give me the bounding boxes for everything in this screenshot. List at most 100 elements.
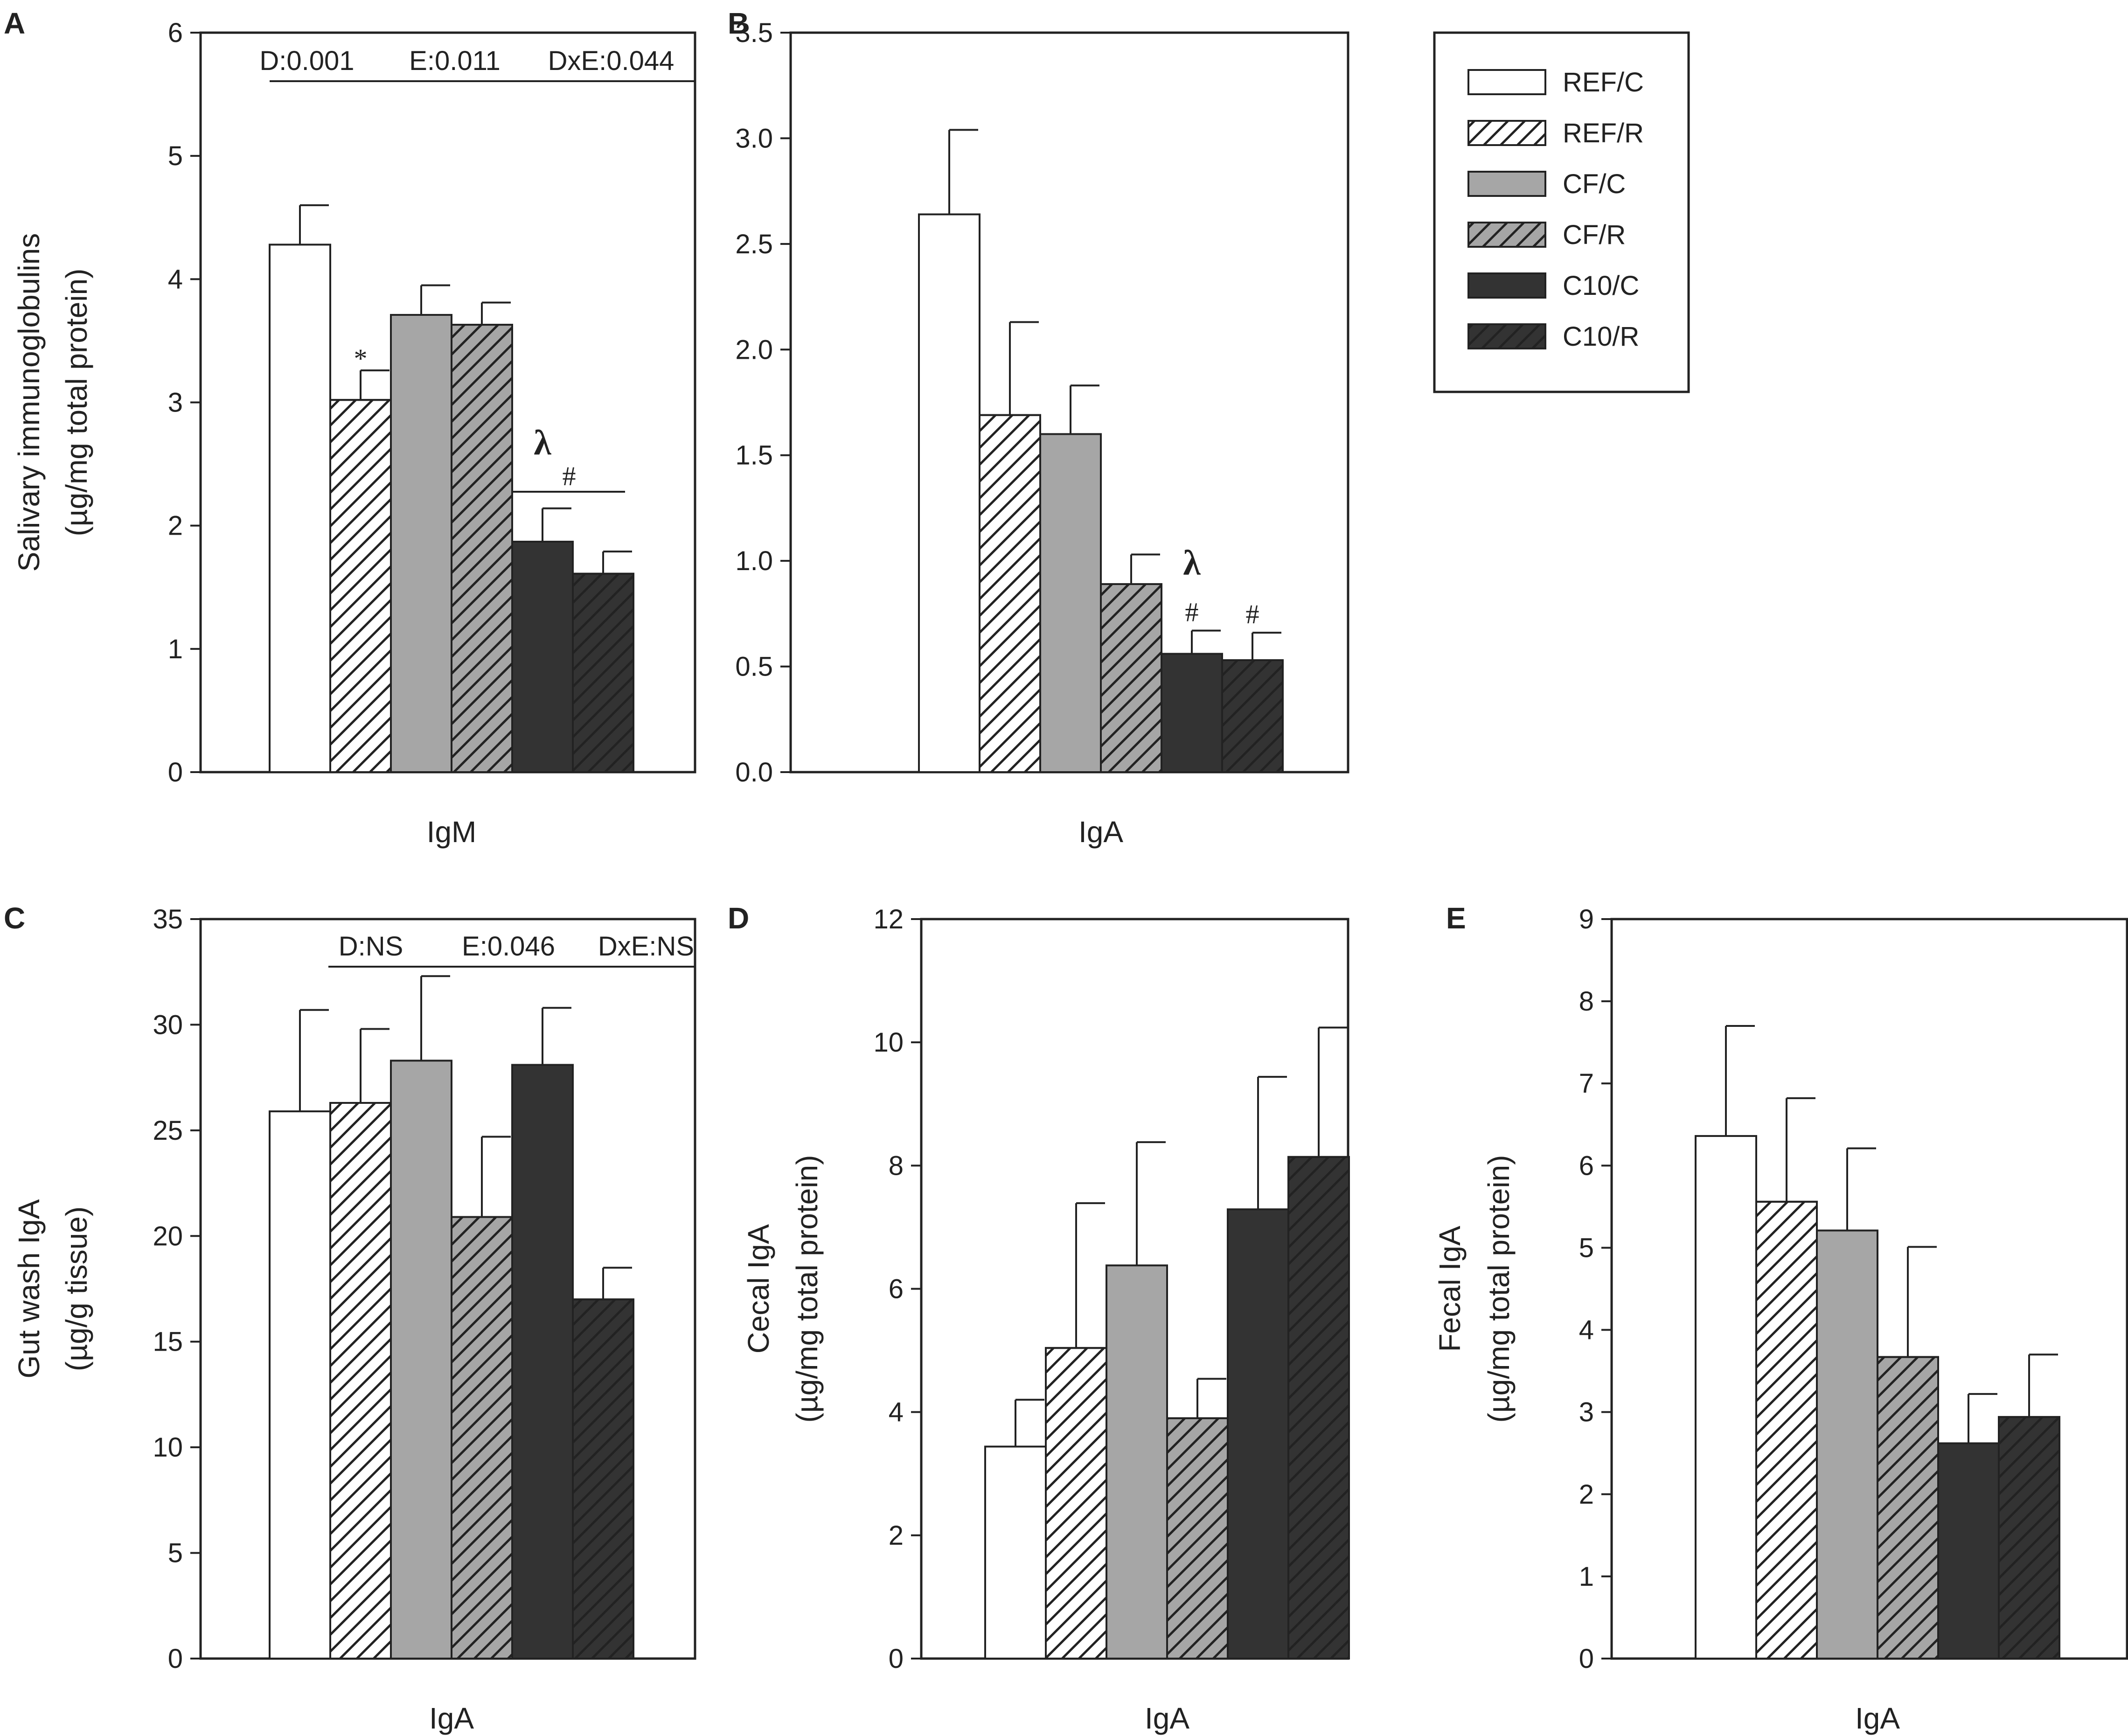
x-category-label-c: IgA xyxy=(429,1701,474,1735)
y-axis-title-a-2: (µg/mg total protein) xyxy=(60,269,93,537)
bar-hatch-c-1 xyxy=(329,1102,392,1659)
x-category-label-b: IgA xyxy=(1078,815,1123,849)
legend-label-ref-c: REF/C xyxy=(1563,67,1644,98)
y-tick-label-e-1: 1 xyxy=(1579,1562,1594,1592)
legend-swatch-c10-c xyxy=(1467,272,1546,299)
bar-hatch-e-1 xyxy=(1755,1200,1818,1660)
panel-letter-d: D xyxy=(728,901,749,935)
bar-hatch-b-3 xyxy=(1100,583,1162,773)
bar-e-cf-c xyxy=(1816,1229,1878,1660)
y-tick-label-d-3: 6 xyxy=(889,1274,904,1304)
x-category-label-a: IgM xyxy=(427,815,477,849)
y-tick-label-c-1: 5 xyxy=(168,1538,183,1569)
panel-letter-b: B xyxy=(728,7,749,40)
y-tick-label-c-7: 35 xyxy=(153,904,183,934)
bar-b-c10-c xyxy=(1161,653,1223,774)
y-tick-label-b-2: 1.0 xyxy=(735,546,773,576)
y-tick-label-d-6: 12 xyxy=(873,904,904,934)
bar-a-c10-c xyxy=(511,541,574,773)
bar-hatch-b-5 xyxy=(1221,659,1284,773)
sig-mark-a-2: # xyxy=(563,461,576,491)
y-axis-title-e-1: Fecal IgA xyxy=(1433,1226,1467,1352)
panel-e-chart: 0 1 2 3 4 5 6 7 8 9 IgA Fecal IgA (µg/mg total prote… xyxy=(1433,904,2128,1735)
y-tick-label-b-7: 3.5 xyxy=(735,18,773,48)
y-tick-label-c-5: 25 xyxy=(153,1116,183,1146)
panel-letter-e: E xyxy=(1446,901,1466,935)
bar-hatch-c-5 xyxy=(572,1298,634,1659)
y-axis-title-e-2: (µg/mg total protein) xyxy=(1482,1155,1516,1423)
bar-hatch-c-3 xyxy=(451,1216,513,1659)
panel-c-chart: 0 5 10 15 20 25 30 35 IgA Gut wash IgA (µg/g tissu… xyxy=(12,904,696,1735)
legend-swatch-cf-c xyxy=(1467,171,1546,197)
y-tick-label-b-0: 0.0 xyxy=(735,757,773,788)
y-tick-label-b-6: 3.0 xyxy=(735,123,773,153)
y-tick-label-e-6: 6 xyxy=(1579,1150,1594,1181)
y-tick-label-d-5: 10 xyxy=(873,1027,904,1058)
bar-hatch-e-3 xyxy=(1877,1356,1939,1659)
y-tick-label-e-4: 4 xyxy=(1579,1315,1594,1346)
legend-swatch-ref-r-hatch xyxy=(1467,120,1546,146)
stats-label-c-2: DxE:NS xyxy=(598,931,694,962)
sig-mark-a-1: λ xyxy=(534,423,551,462)
y-tick-label-e-0: 0 xyxy=(1579,1644,1594,1674)
y-tick-label-e-3: 3 xyxy=(1579,1397,1594,1428)
stats-label-a-2: DxE:0.044 xyxy=(548,46,675,76)
y-tick-label-a-2: 2 xyxy=(168,511,183,541)
sig-mark-b-2: # xyxy=(1246,599,1259,629)
y-tick-label-b-1: 0.5 xyxy=(735,652,773,682)
bar-c-cf-c xyxy=(390,1060,452,1659)
legend: REF/C REF/R CF/C CF/R C10/C C10/R xyxy=(1433,31,1690,393)
y-axis-title-d-2: (µg/mg total protein) xyxy=(790,1155,824,1423)
x-category-label-e: IgA xyxy=(1855,1701,1900,1735)
y-tick-label-d-0: 0 xyxy=(889,1644,904,1674)
y-tick-label-d-1: 2 xyxy=(889,1520,904,1551)
legend-label-c10-c: C10/C xyxy=(1563,271,1639,301)
bar-b-ref-c xyxy=(918,213,981,773)
y-tick-label-b-4: 2.0 xyxy=(735,335,773,365)
y-tick-label-d-4: 8 xyxy=(889,1150,904,1181)
y-tick-label-c-6: 30 xyxy=(153,1010,183,1040)
sig-mark-a-0: * xyxy=(354,343,368,374)
legend-swatch-cf-r-hatch xyxy=(1467,222,1546,248)
y-tick-label-b-3: 1.5 xyxy=(735,440,773,471)
y-tick-label-a-0: 0 xyxy=(168,757,183,788)
y-axis-title-d-1: Cecal IgA xyxy=(742,1224,775,1353)
stats-label-c-1: E:0.046 xyxy=(462,931,555,962)
stats-label-a-0: D:0.001 xyxy=(259,46,354,76)
stats-label-a-1: E:0.011 xyxy=(409,46,501,76)
panel-letter-a: A xyxy=(4,7,25,40)
y-tick-label-c-0: 0 xyxy=(168,1644,183,1674)
bar-d-ref-c xyxy=(984,1445,1047,1659)
bar-hatch-d-1 xyxy=(1045,1347,1107,1660)
bar-hatch-b-1 xyxy=(979,414,1041,773)
y-tick-label-e-7: 7 xyxy=(1579,1068,1594,1099)
sig-mark-b-0: λ xyxy=(1183,544,1201,583)
x-category-label-d: IgA xyxy=(1145,1701,1189,1735)
bar-d-cf-c xyxy=(1106,1264,1168,1659)
y-tick-label-a-1: 1 xyxy=(168,634,183,664)
panel-b-chart: 0.0 0.5 1.0 1.5 2.0 2.5 3.0 3.5 IgA λ # # xyxy=(735,18,1349,849)
y-axis-title-a-1: Salivary immunoglobulins xyxy=(12,233,46,572)
bar-hatch-e-5 xyxy=(1998,1416,2060,1660)
panel-letter-c: C xyxy=(4,901,25,935)
y-tick-label-b-5: 2.5 xyxy=(735,229,773,259)
y-tick-label-c-2: 10 xyxy=(153,1432,183,1463)
y-axis-title-c-1: Gut wash IgA xyxy=(12,1199,46,1379)
y-tick-label-a-6: 6 xyxy=(168,18,183,48)
bar-b-cf-c xyxy=(1039,433,1102,773)
legend-swatch-ref-c xyxy=(1467,69,1546,95)
bar-hatch-d-5 xyxy=(1287,1156,1350,1659)
legend-label-cf-c: CF/C xyxy=(1563,169,1626,199)
bar-e-c10-c xyxy=(1937,1442,2000,1659)
y-tick-label-e-5: 5 xyxy=(1579,1233,1594,1263)
legend-label-c10-r: C10/R xyxy=(1563,321,1639,352)
legend-label-cf-r: CF/R xyxy=(1563,220,1626,250)
bar-a-ref-c xyxy=(269,244,331,773)
bar-hatch-d-3 xyxy=(1166,1417,1229,1659)
y-tick-label-a-3: 3 xyxy=(168,388,183,418)
y-tick-label-e-8: 8 xyxy=(1579,986,1594,1017)
y-tick-label-a-4: 4 xyxy=(168,264,183,294)
bar-c-c10-c xyxy=(511,1064,574,1659)
y-tick-label-d-2: 4 xyxy=(889,1397,904,1428)
stats-label-c-0: D:NS xyxy=(339,931,403,962)
